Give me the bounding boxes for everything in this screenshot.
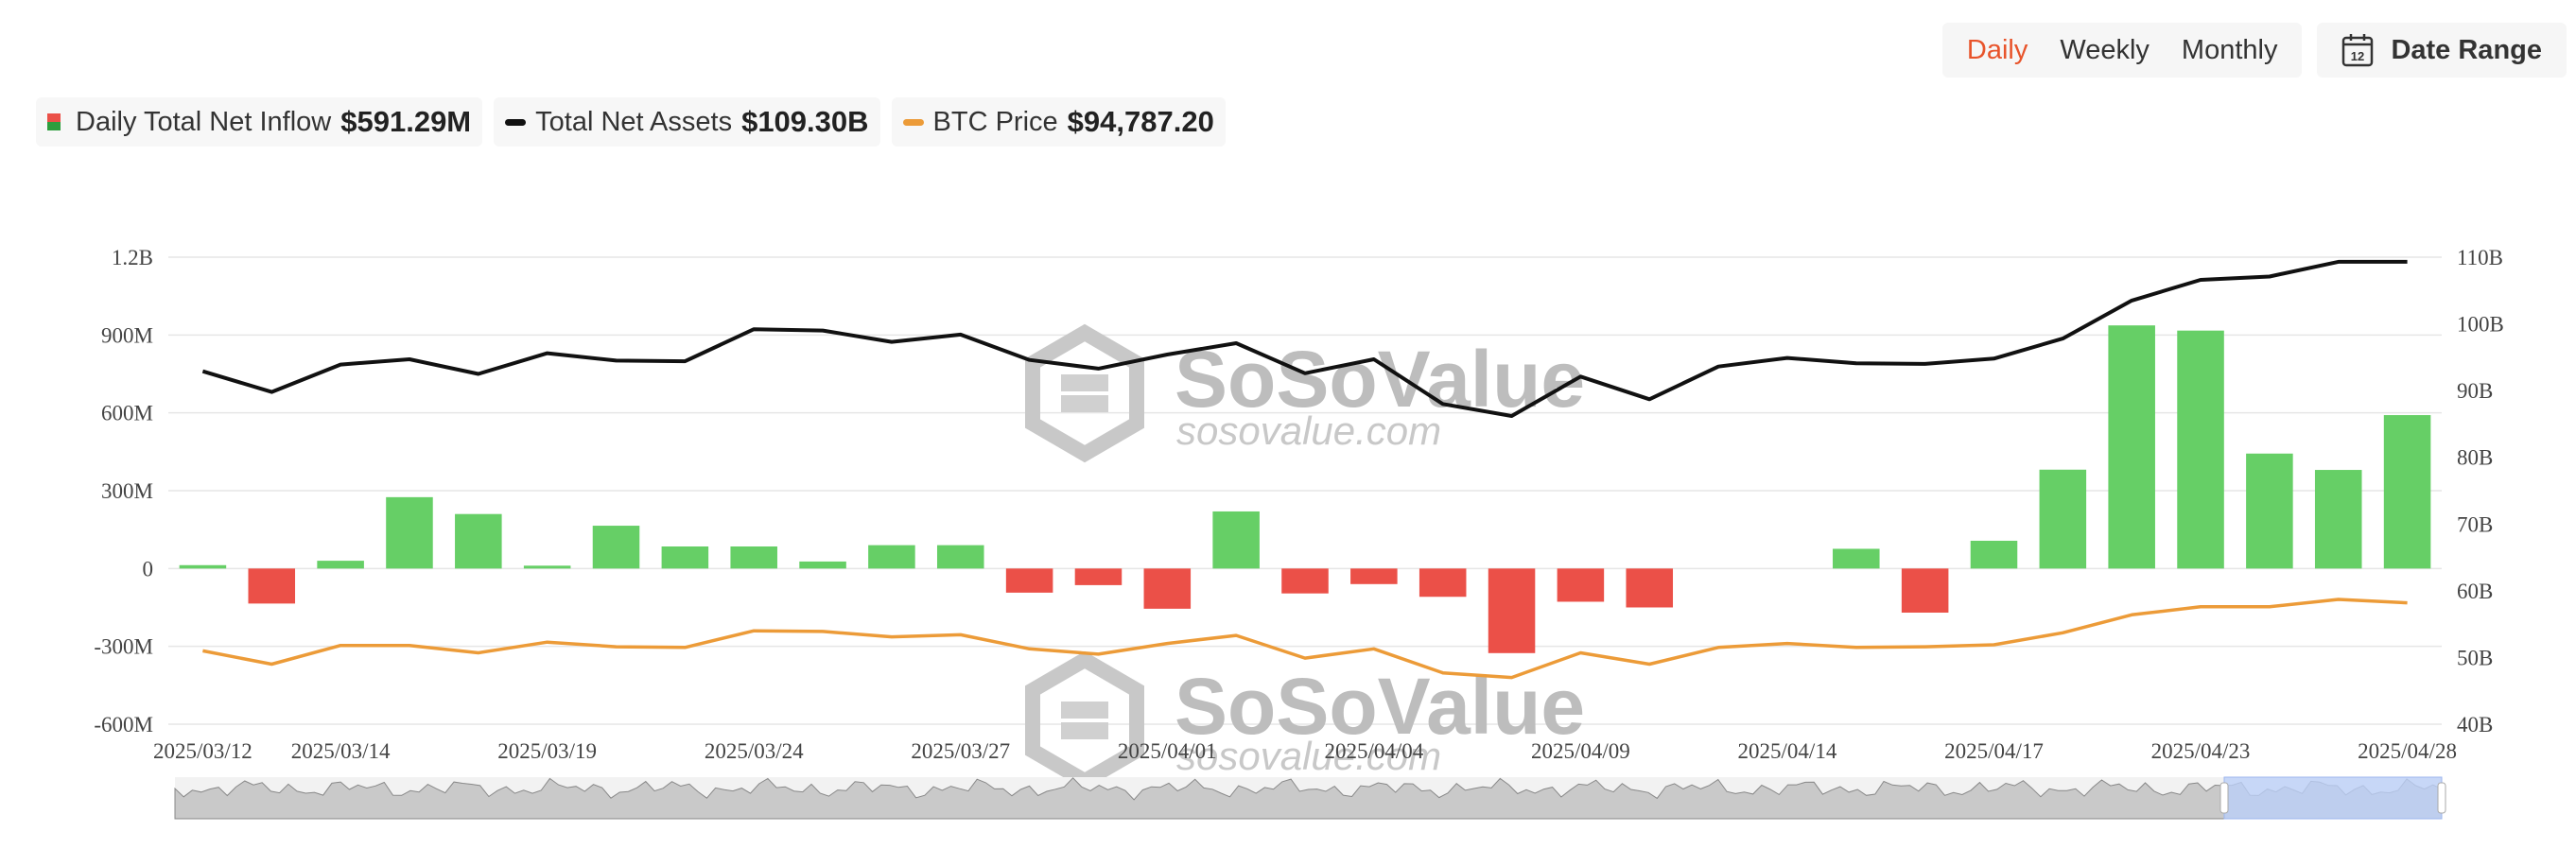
inflow-bar [1557,568,1605,602]
legend-item-inflow[interactable]: Daily Total Net Inflow $591.29M [36,97,483,147]
calendar-icon: 12 [2342,34,2374,67]
watermark-url: sosovalue.com [1176,408,1441,453]
inflow-bar [1626,568,1674,608]
y-right-tick-label: 60B [2457,580,2493,603]
inflow-bar [1970,540,2018,569]
toolbar: Daily Weekly Monthly 12 Date Range [1941,23,2567,78]
x-tick-label: 2025/03/24 [705,739,804,763]
inflow-bar [248,568,296,604]
inflow-bar [936,545,984,569]
y-right-tick-label: 90B [2457,379,2493,403]
line-layer [201,259,2408,680]
x-tick-label: 2025/04/04 [1324,739,1423,763]
btc-price-line [202,598,2408,680]
y-right-tick-label: 80B [2457,446,2493,470]
legend-item-btc[interactable]: BTC Price $94,787.20 [891,97,1226,147]
x-tick-label: 2025/04/23 [2151,739,2251,763]
x-tick-label: 2025/04/28 [2358,739,2457,763]
inflow-bar [1281,568,1329,594]
x-tick-label: 2025/03/12 [153,739,252,763]
x-tick-label: 2025/03/19 [497,739,597,763]
inflow-bar [1212,511,1260,569]
inflow-bar [179,564,227,569]
y-right-tick-label: 110B [2457,246,2503,269]
period-monthly-button[interactable]: Monthly [2181,34,2278,65]
x-tick-label: 2025/03/14 [291,739,391,763]
axis-layer: 1.2B 900M 600M 300M 0 -300M -600M 110B 100B 90B 80… [94,246,2503,763]
y-left-tick-label: 900M [101,323,153,347]
navigator-right-handle [2437,782,2446,814]
inflow-bar [523,565,571,569]
legend-item-assets[interactable]: Total Net Assets $109.30B [494,97,880,147]
inflow-bar [1005,568,1053,593]
date-range-label: Date Range [2391,34,2542,65]
legend-btc-label: BTC Price [932,106,1058,137]
navigator-left-handle [2219,782,2229,814]
inflow-bar [2383,415,2431,569]
period-daily-button[interactable]: Daily [1966,34,2028,65]
x-tick-label: 2025/04/09 [1531,739,1630,763]
navigator-selection [2223,776,2443,820]
inflow-bar [2177,330,2224,569]
inflow-bar [1833,548,1880,569]
assets-swatch-icon [505,118,527,126]
y-right-tick-label: 100B [2457,313,2504,337]
legend-inflow-value: $591.29M [340,105,472,138]
inflow-bar [730,546,777,569]
inflow-bar [1901,568,1949,613]
inflow-bar [386,496,433,569]
inflow-bar [2039,469,2087,569]
inflow-bar [317,561,364,569]
inflow-swatch-icon [47,113,61,130]
watermark-url-2: sosovalue.com [1176,734,1441,778]
y-left-tick-label: 1.2B [112,246,153,269]
date-range-button[interactable]: 12 Date Range [2317,23,2567,78]
inflow-bar [1488,568,1536,653]
inflow-bar [1350,568,1398,584]
legend-assets-label: Total Net Assets [535,106,733,137]
y-left-tick-label: 300M [101,479,153,503]
inflow-bar [455,513,502,569]
y-left-tick-label: -600M [94,713,153,736]
inflow-bar [2314,470,2362,569]
y-left-tick-label: 0 [143,557,154,580]
y-left-tick-label: -300M [94,635,153,659]
legend-inflow-label: Daily Total Net Inflow [76,106,332,137]
btc-swatch-icon [902,118,924,126]
y-right-tick-label: 70B [2457,512,2493,536]
navigator-series [174,777,2443,820]
legend-btc-value: $94,787.20 [1067,105,1214,138]
inflow-bar [1419,568,1467,598]
inflow-bar [868,545,915,569]
y-left-tick-label: 600M [101,402,153,425]
inflow-bar [1143,568,1192,609]
bar-layer [179,325,2431,653]
inflow-bar [661,546,709,569]
x-tick-label: 2025/04/14 [1738,739,1837,763]
range-navigator[interactable] [174,776,2446,820]
chart-legend: Daily Total Net Inflow $591.29M Total Ne… [36,97,1226,147]
period-weekly-button[interactable]: Weekly [2060,34,2150,65]
inflow-bar [592,526,640,569]
x-tick-label: 2025/03/27 [911,739,1010,763]
inflow-bar [1074,568,1123,585]
inflow-bar [2246,453,2293,569]
grid-layer [168,256,2442,725]
y-right-tick-label: 40B [2457,713,2493,736]
total-net-assets-line [201,259,2408,418]
svg-text:12: 12 [2351,49,2364,63]
y-right-tick-label: 50B [2457,646,2493,669]
watermark-brand: SoSoValue [1175,335,1585,424]
inflow-bar [799,561,846,569]
watermark-layer: SoSoValue sosovalue.com SoSoValue sosova… [1025,323,1585,790]
watermark-logo-icon [1025,323,1144,463]
period-selector: Daily Weekly Monthly [1941,23,2303,78]
x-tick-label: 2025/04/01 [1118,739,1217,763]
inflow-bar [2108,325,2155,569]
x-tick-label: 2025/04/17 [1944,739,2044,763]
legend-assets-value: $109.30B [741,105,869,138]
